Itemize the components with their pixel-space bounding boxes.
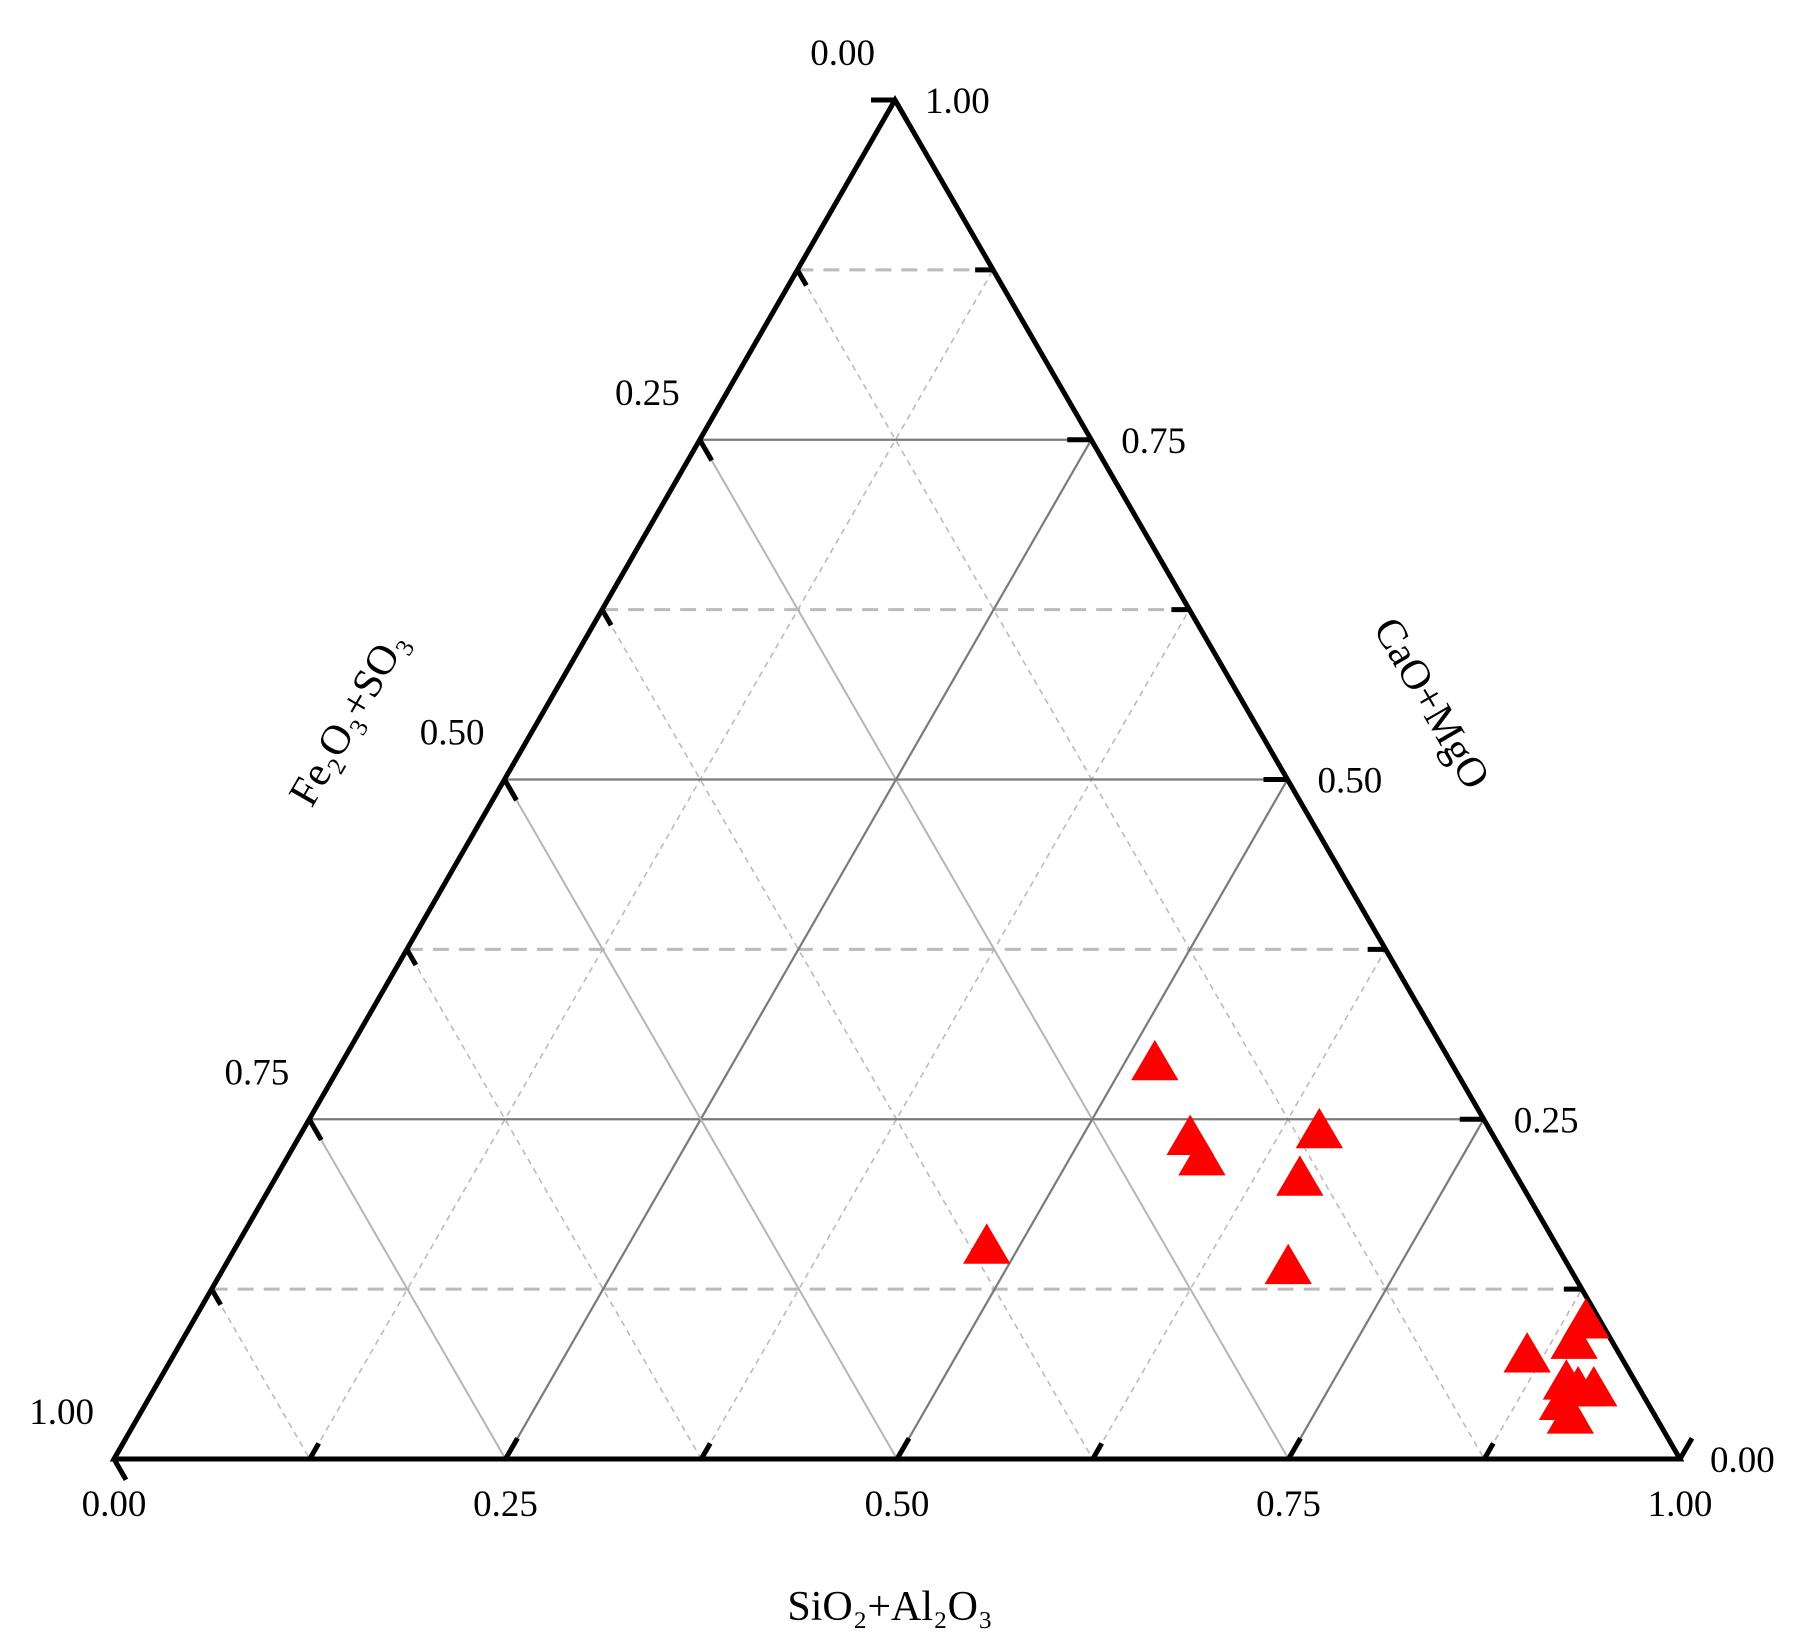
gridline-fe2o3-minor [796,269,1485,1460]
tick-label-left: 0.50 [420,713,485,754]
minor-gridlines [210,268,1583,1460]
tick-label-bottom: 0.25 [473,1484,538,1525]
gridline-sio2-minor [700,609,1191,1460]
tick-bottom [1677,1436,1695,1461]
tick-label-bottom: 1.00 [1648,1484,1713,1525]
data-point-triangle [1131,1039,1179,1081]
data-point-triangle [1570,1366,1618,1407]
tick-bottom [894,1436,912,1461]
right-axis-title: CaO+MgO [1364,610,1499,797]
gridline-sio2 [1287,1118,1485,1460]
tick-labels: 0.00 0.25 0.50 0.75 1.000.000.250.500.751.00… [29,33,1775,1525]
major-gridlines [308,438,1485,1460]
tick-left [795,268,809,287]
tick-label-right: 0.25 [1514,1100,1579,1141]
gridline-sio2 [896,778,1289,1460]
data-point-triangle [1550,1318,1598,1359]
gridline-fe2o3-minor [210,1288,311,1460]
tick-label-right: 0.75 [1121,421,1186,462]
gridline-sio2-minor [1092,948,1387,1460]
data-point-triangle [1264,1243,1312,1285]
tick-label-left: 0.00 [810,33,875,74]
bottom-axis-title: SiO₂+Al₂O₃ [787,1584,992,1630]
left-axis-title: Fe₂O₃+SO₃ [280,623,417,814]
data-point-triangle [963,1223,1011,1264]
data-point-triangle [1295,1107,1344,1149]
tick-left [502,778,519,802]
data-points [963,1039,1618,1434]
tick-bottom [111,1436,129,1461]
tick-label-bottom: 0.00 [82,1484,147,1525]
tick-left [697,438,714,462]
gridline-fe2o3 [503,778,898,1460]
tick-bottom [503,1436,520,1461]
tick-label-bottom: 0.50 [865,1484,930,1525]
tick-label-left: 0.25 [615,373,680,414]
tick-left [599,608,614,627]
tick-label-left: 0.75 [225,1052,290,1093]
data-point-triangle [1503,1332,1551,1373]
tick-label-right: 0.00 [1710,1440,1775,1481]
tick-label-left: 1.00 [29,1392,94,1433]
tick-bottom [699,1442,713,1461]
data-point-triangle [1178,1135,1226,1176]
gridline-sio2-minor [309,269,994,1460]
tick-left [892,98,910,123]
tick-left [307,1118,324,1142]
tick-bottom [1482,1442,1496,1461]
tick-label-right: 0.50 [1318,761,1383,802]
tick-left [209,1287,223,1306]
tick-bottom [1286,1436,1303,1461]
gridline-fe2o3-minor [406,948,702,1460]
gridline-fe2o3 [308,1118,507,1460]
tick-label-right: 1.00 [925,81,990,122]
gridline-fe2o3 [698,439,1290,1460]
tick-marks [111,97,1695,1482]
tick-bottom [307,1442,321,1461]
gridline-fe2o3-minor [601,609,1094,1460]
data-point-triangle [1276,1155,1324,1196]
data-point-triangle [1546,1393,1594,1434]
tick-left [404,948,419,967]
tick-bottom [1090,1442,1104,1461]
tick-left [111,1457,129,1482]
tick-label-bottom: 0.75 [1256,1484,1321,1525]
gridline-sio2 [504,439,1093,1460]
